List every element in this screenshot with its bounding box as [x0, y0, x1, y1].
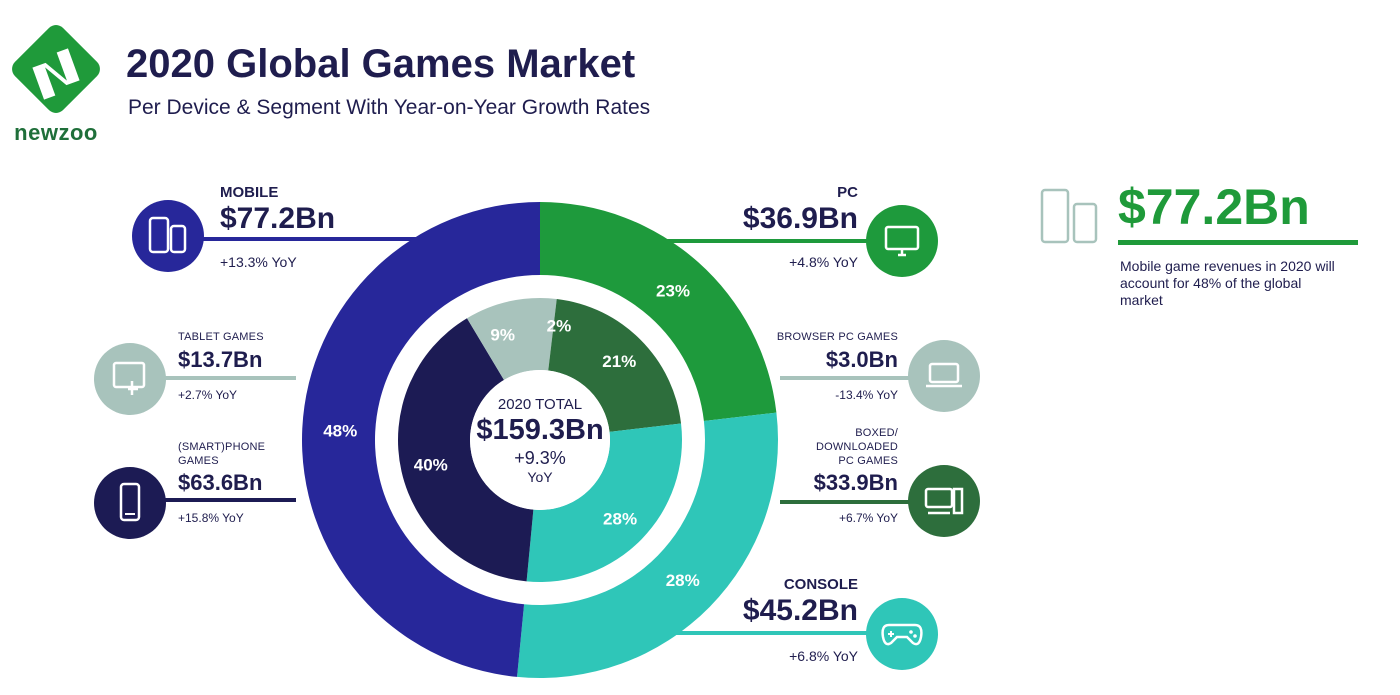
- smartphone-value: $63.6Bn: [178, 470, 263, 495]
- pc-value: $36.9Bn: [742, 202, 858, 235]
- page-subtitle: Per Device & Segment With Year-on-Year G…: [128, 96, 651, 119]
- console-yoy: +6.8% YoY: [789, 648, 858, 664]
- callout-underline: [1118, 240, 1358, 245]
- connector-lines: [160, 237, 912, 635]
- inner-pct-label: 21%: [602, 352, 636, 371]
- center-yoy: YoY: [527, 469, 553, 485]
- smartphone-label: (SMART)PHONE GAMES: [178, 441, 266, 467]
- boxed-pc-yoy: +6.7% YoY: [838, 511, 898, 525]
- tablet-value: $13.7Bn: [178, 347, 263, 372]
- callout-mobile-devices-icon: [1040, 188, 1098, 244]
- outer-pct-label: 48%: [323, 421, 357, 440]
- outer-slice-pc: [540, 202, 777, 422]
- boxed-pc-label: BOXED/ DOWNLOADED PC GAMES: [815, 427, 898, 467]
- tablet-label: TABLET GAMES: [178, 331, 264, 343]
- inner-pct-label: 9%: [490, 325, 515, 344]
- console-label: CONSOLE: [783, 576, 858, 593]
- browser-pc-yoy: -13.4% YoY: [835, 388, 898, 402]
- smartphone-icon: [94, 467, 166, 539]
- boxed-pc-value: $33.9Bn: [813, 470, 898, 495]
- browser-pc-label: BROWSER PC GAMES: [776, 331, 898, 343]
- tablet-touch-icon: [94, 343, 166, 415]
- newzoo-logo: [12, 25, 100, 113]
- center-total: 2020 TOTAL $159.3Bn +9.3% YoY: [440, 396, 640, 485]
- mobile-value: $77.2Bn: [220, 202, 336, 235]
- inner-pct-label: 2%: [547, 317, 572, 336]
- gamepad-icon: [866, 598, 938, 670]
- inner-slice-console: [526, 423, 682, 582]
- callout-text: Mobile game revenues in 2020 will accoun…: [1120, 258, 1335, 308]
- logo-wordmark: newzoo: [14, 120, 98, 145]
- inner-pct-label: 28%: [603, 509, 637, 528]
- center-label: 2020 TOTAL: [497, 396, 583, 413]
- laptop-icon: [908, 340, 980, 412]
- callout-value: $77.2Bn: [1118, 179, 1310, 235]
- mobile-label: MOBILE: [220, 184, 279, 201]
- smartphone-yoy: +15.8% YoY: [178, 511, 244, 525]
- monitor-icon: [866, 205, 938, 277]
- tablet-yoy: +2.7% YoY: [178, 388, 238, 402]
- inner-slice-boxed-downloaded-pc-games: [548, 298, 682, 432]
- mobile-yoy: +13.3% YoY: [220, 254, 297, 270]
- page-title: 2020 Global Games Market: [126, 42, 636, 86]
- inner-slice-tablet-games: [466, 298, 540, 380]
- center-value: $159.3Bn: [476, 414, 604, 446]
- browser-pc-value: $3.0Bn: [825, 347, 898, 372]
- mobile-devices-icon: [132, 200, 204, 272]
- desktop-pc-icon: [908, 465, 980, 537]
- inner-slice-smart-phone-games: [398, 318, 534, 582]
- inner-pct-label: 40%: [414, 456, 448, 475]
- console-value: $45.2Bn: [742, 594, 858, 627]
- inner-ring: [398, 298, 682, 582]
- inner-slice-browser-pc-games: [540, 298, 557, 371]
- outer-slice-mobile: [302, 202, 540, 677]
- pc-label: PC: [837, 184, 858, 201]
- center-growth: +9.3%: [514, 448, 566, 468]
- pc-yoy: +4.8% YoY: [789, 254, 858, 270]
- outer-pct-label: 23%: [656, 282, 690, 301]
- outer-slice-console: [517, 412, 778, 678]
- outer-ring: [302, 202, 778, 678]
- outer-pct-label: 28%: [666, 571, 700, 590]
- center-hole: [470, 370, 610, 510]
